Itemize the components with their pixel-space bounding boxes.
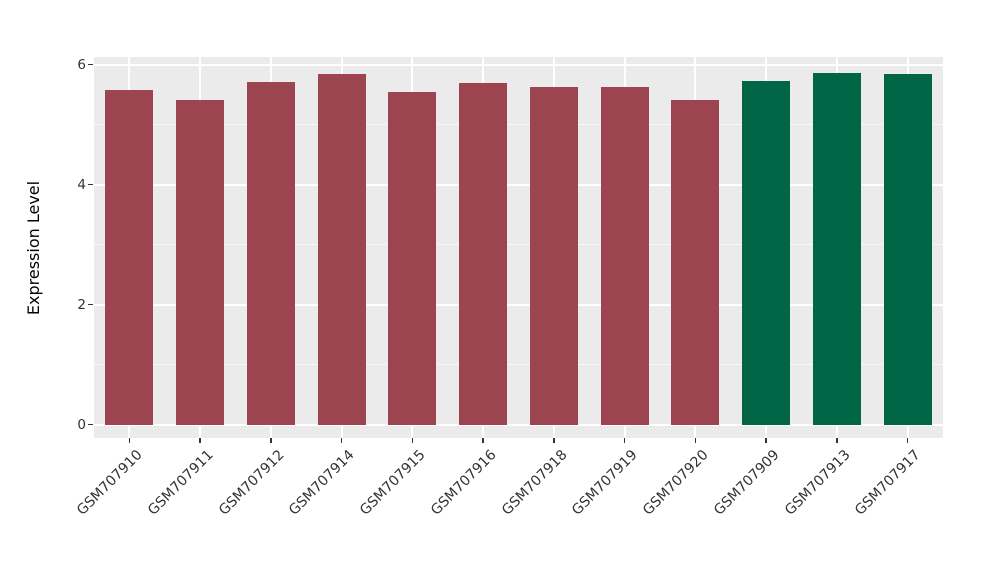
x-tick-label-GSM707909: GSM707909	[710, 447, 783, 519]
y-axis-title: Expression Level	[24, 180, 43, 316]
bar-GSM707916	[459, 82, 508, 425]
x-tick-mark-GSM707917	[906, 438, 909, 443]
y-tick-label-0: 0	[77, 416, 86, 433]
x-tick-mark-GSM707920	[694, 438, 697, 443]
x-tick-mark-GSM707911	[199, 438, 201, 443]
x-tick-label-GSM707911: GSM707911	[144, 447, 217, 519]
gridline-major-y4	[94, 183, 943, 186]
bar-GSM707915	[388, 91, 437, 425]
gridline-major-y0	[94, 423, 943, 426]
bar-GSM707912	[246, 81, 295, 425]
bar-GSM707919	[600, 87, 649, 425]
bar-GSM707913	[812, 73, 861, 425]
x-tick-mark-GSM707915	[411, 438, 414, 443]
x-tick-label-GSM707914: GSM707914	[286, 447, 358, 519]
y-tick-label-4: 4	[77, 176, 86, 193]
bar-GSM707914	[317, 74, 366, 425]
x-tick-mark-GSM707914	[340, 438, 343, 443]
x-tick-label-GSM707915: GSM707915	[357, 447, 429, 519]
gridline-minor-y5	[94, 124, 943, 126]
gridline-major-y6	[94, 63, 943, 66]
bar-GSM707918	[529, 87, 578, 425]
gridline-minor-y1	[94, 364, 943, 366]
y-tick-mark-0	[88, 423, 93, 426]
y-tick-mark-2	[88, 303, 93, 306]
x-tick-mark-GSM707918	[553, 438, 555, 443]
x-tick-label-GSM707919: GSM707919	[569, 447, 641, 519]
bar-GSM707911	[176, 99, 225, 425]
x-tick-label-GSM707917: GSM707917	[852, 447, 924, 519]
x-tick-label-GSM707918: GSM707918	[498, 447, 571, 519]
x-tick-mark-GSM707912	[270, 438, 272, 443]
y-tick-label-2: 2	[77, 296, 86, 313]
x-tick-mark-GSM707910	[128, 438, 131, 443]
x-tick-mark-GSM707916	[482, 438, 484, 443]
bar-GSM707909	[742, 81, 791, 425]
x-tick-mark-GSM707909	[765, 438, 767, 443]
bar-GSM707910	[105, 90, 154, 425]
x-tick-mark-GSM707919	[623, 438, 626, 443]
x-tick-label-GSM707913: GSM707913	[781, 447, 854, 519]
y-tick-label-6: 6	[77, 56, 86, 73]
y-tick-mark-4	[88, 183, 93, 186]
x-tick-label-GSM707920: GSM707920	[640, 447, 712, 519]
y-tick-mark-6	[88, 63, 93, 66]
x-tick-label-GSM707910: GSM707910	[74, 447, 146, 519]
x-tick-label-GSM707912: GSM707912	[215, 447, 288, 519]
plot-panel	[94, 57, 943, 438]
gridline-major-y2	[94, 303, 943, 306]
x-tick-label-GSM707916: GSM707916	[427, 447, 500, 519]
x-tick-mark-GSM707913	[836, 438, 838, 443]
gridline-minor-y3	[94, 244, 943, 246]
bar-GSM707917	[883, 74, 932, 425]
bar-GSM707920	[671, 100, 720, 425]
